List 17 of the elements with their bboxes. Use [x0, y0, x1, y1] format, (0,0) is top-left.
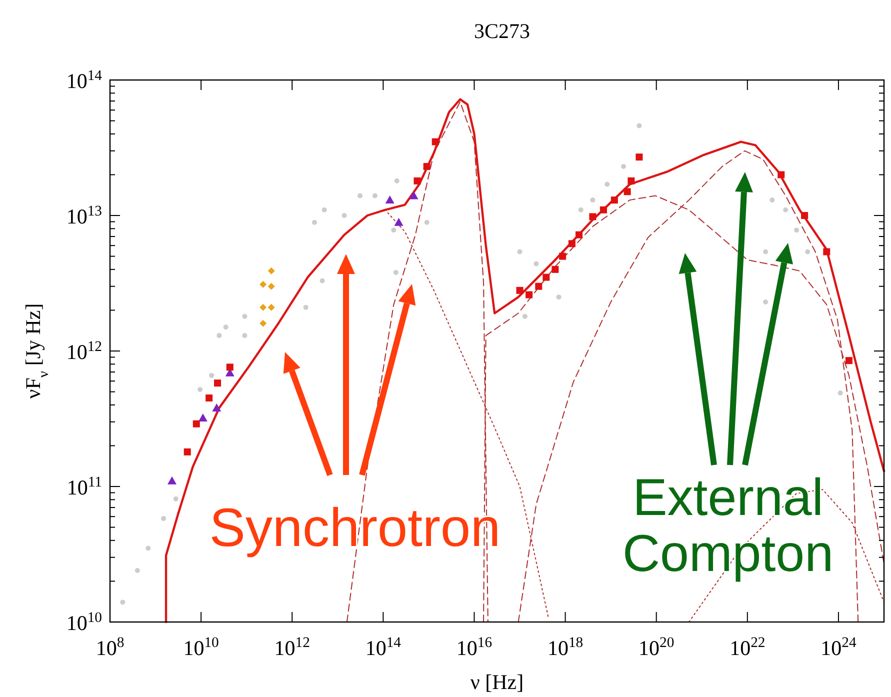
x-tick-label: 10$^{16}$ — [456, 635, 492, 660]
x-tick-label: 10$^{20}$ — [638, 635, 674, 660]
x-tick-label: 10$^{8}$ — [96, 635, 124, 660]
annotation: External Compton — [622, 469, 834, 583]
x-tick-label: 10$^{12}$ — [274, 635, 310, 660]
chart-title: 3C273 — [474, 19, 530, 43]
y-tick-label: 10$^{10}$ — [66, 610, 102, 635]
x-tick-label: 10$^{24}$ — [820, 635, 857, 660]
y-tick-label: 10$^{14}$ — [66, 68, 103, 93]
x-axis-title: ν [Hz] — [470, 670, 524, 694]
x-tick-label: 10$^{22}$ — [730, 635, 766, 660]
y-tick-label: 10$^{13}$ — [66, 204, 102, 228]
x-tick-label: 10$^{14}$ — [365, 635, 402, 660]
y-tick-label: 10$^{11}$ — [66, 474, 102, 500]
x-tick-label: 10$^{10}$ — [183, 635, 219, 660]
x-tick-label: 10$^{18}$ — [547, 635, 584, 660]
y-tick-label: 10$^{12}$ — [66, 339, 102, 364]
